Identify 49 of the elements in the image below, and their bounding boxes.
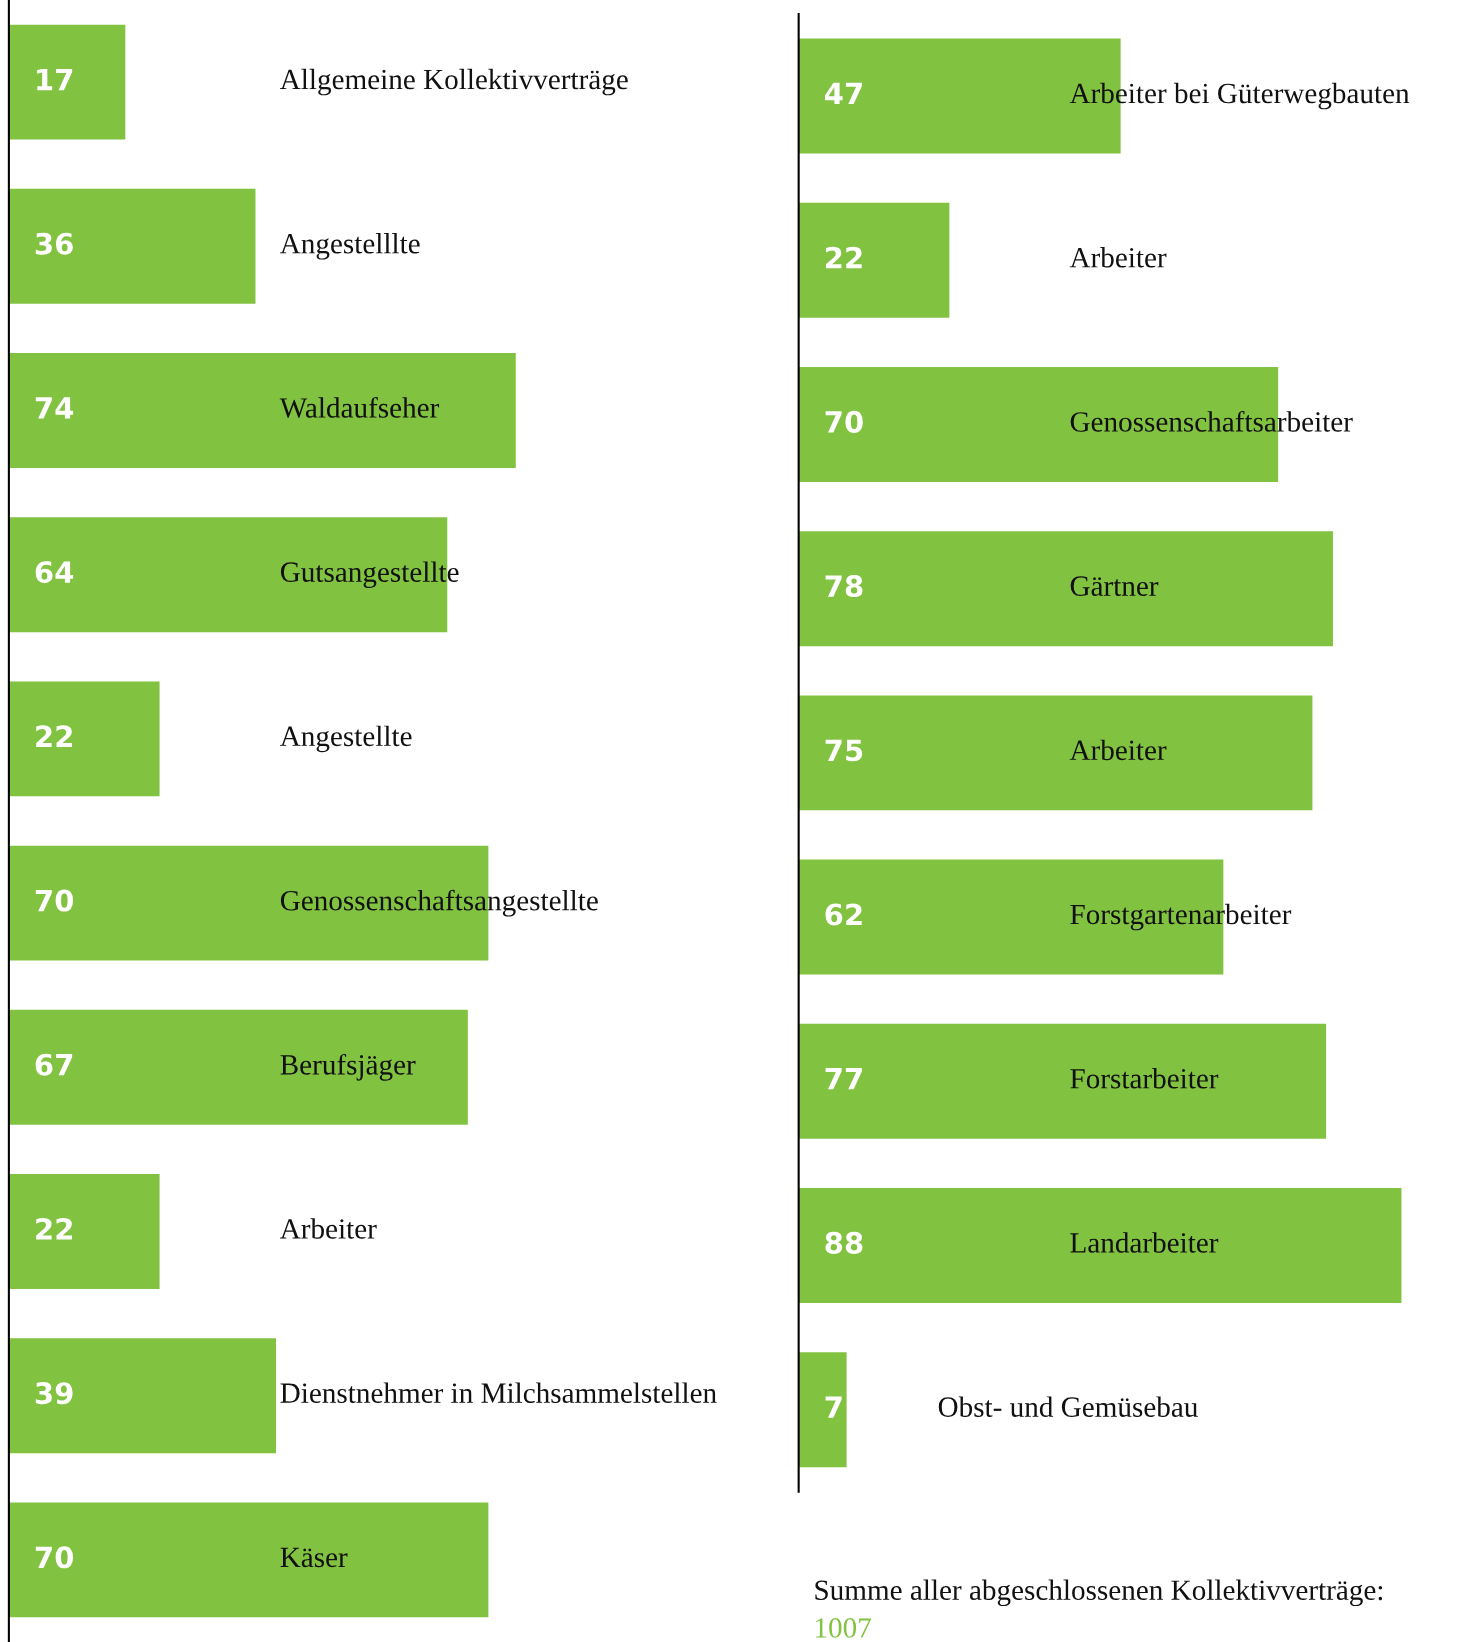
data-label: 62: [825, 903, 862, 926]
bar: [798, 1352, 847, 1468]
data-label: 39: [35, 1382, 73, 1405]
y-tick-label: Arbeiter: [1069, 247, 1167, 268]
y-tick-label: Arbeiter: [1069, 739, 1167, 761]
bar: [798, 1023, 1327, 1139]
data-label: 88: [825, 1231, 863, 1254]
y-tick-label: Dienstnehmer in Milchsammelstellen: [280, 1382, 717, 1403]
data-label: 74: [35, 397, 74, 419]
data-label: 70: [35, 889, 74, 912]
data-label: 36: [35, 232, 73, 255]
bar: [8, 353, 516, 468]
bar: [798, 695, 1313, 811]
y-tick-label: Gärtner: [1070, 576, 1159, 596]
bar: [798, 531, 1333, 647]
bar: [798, 1187, 1402, 1303]
bar: [8, 1338, 277, 1454]
y-tick-label: Allgemeine Kollektivverträge: [279, 68, 628, 96]
data-label: 77: [825, 1068, 862, 1090]
data-label: 70: [35, 1546, 74, 1569]
y-tick-label: Angestellte: [279, 725, 412, 753]
bar: [8, 1174, 160, 1289]
bar: [8, 24, 126, 140]
data-label: 67: [35, 1053, 73, 1076]
y-tick-label: Angestelllte: [279, 233, 420, 260]
data-label: 78: [825, 575, 863, 598]
y-tick-label: Berufsjäger: [280, 1053, 416, 1081]
y-tick-label: Arbeiter: [279, 1218, 377, 1239]
bar: [8, 681, 160, 797]
data-label: 22: [36, 1217, 72, 1240]
bar: [8, 188, 256, 304]
y-tick-label: Obst- und Gemüsebau: [938, 1396, 1198, 1417]
data-label: 17: [37, 68, 73, 91]
data-label: 47: [824, 82, 862, 105]
text: Summe aller abgeschlossenen Kollektivverträge:: [815, 1579, 1383, 1607]
y-tick-label: Forstarbeiter: [1070, 1068, 1219, 1089]
y-tick-label: Waldaufseher: [279, 396, 440, 418]
bar: [798, 202, 950, 318]
data-label: 7: [825, 1396, 842, 1418]
data-label: 64: [35, 561, 74, 584]
data-label: 70: [825, 410, 863, 433]
y-tick-label: Landarbeiter: [1070, 1232, 1219, 1253]
bar: [8, 1502, 489, 1618]
data-label: 22: [36, 725, 72, 747]
text: 1007: [816, 1618, 871, 1638]
data-label: 75: [825, 739, 863, 762]
data-label: 22: [825, 246, 862, 269]
bar: [8, 1009, 468, 1125]
y-tick-label: Käser: [280, 1547, 348, 1568]
